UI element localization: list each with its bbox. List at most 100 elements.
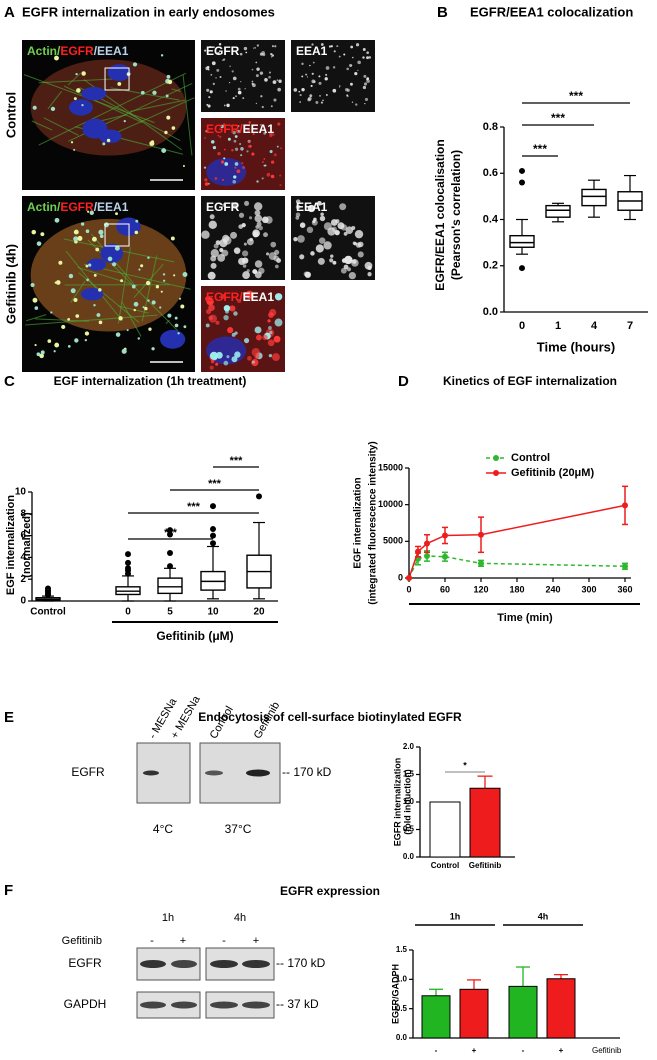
chart-title: EGF internalization (1h treatment)	[54, 374, 247, 388]
y-axis-label: (fold induction)	[402, 769, 412, 834]
puncta	[247, 355, 252, 361]
vesicle	[67, 318, 71, 321]
puncta	[222, 123, 226, 126]
puncta	[295, 204, 301, 210]
x-tick-label: +	[472, 1046, 477, 1055]
significance-label: ***	[230, 455, 244, 467]
puncta	[270, 160, 275, 164]
y-tick-label: 10000	[378, 499, 403, 509]
puncta	[263, 158, 266, 160]
row-label: Control	[3, 92, 18, 138]
puncta	[214, 177, 218, 180]
puncta	[241, 162, 244, 165]
puncta	[318, 75, 321, 78]
channel-label: EGFR	[206, 44, 240, 58]
puncta	[209, 90, 213, 94]
vesicle	[155, 285, 160, 289]
vesicle	[165, 94, 169, 98]
sign-label: +	[180, 935, 186, 947]
puncta	[245, 290, 254, 299]
y-axis-label: (Pearson's correlation)	[449, 150, 463, 280]
puncta	[254, 354, 260, 360]
fiber	[129, 99, 186, 113]
puncta	[317, 257, 325, 265]
puncta	[244, 200, 250, 206]
vesicle	[61, 324, 66, 330]
vesicle	[164, 130, 168, 135]
puncta	[276, 79, 279, 81]
puncta	[231, 202, 239, 209]
box	[509, 234, 535, 248]
y-tick-label: 0	[20, 596, 26, 607]
puncta	[205, 66, 210, 71]
sign-label: -	[150, 935, 154, 947]
puncta	[229, 125, 232, 128]
puncta	[364, 261, 373, 270]
puncta	[232, 76, 237, 81]
puncta	[242, 250, 249, 257]
puncta	[295, 212, 301, 218]
bar	[546, 978, 576, 1039]
vesicle	[81, 71, 86, 76]
puncta	[274, 318, 283, 327]
merge-part: EGFR/	[206, 290, 243, 304]
bar	[421, 995, 451, 1039]
x-tick-label: Control	[30, 607, 66, 618]
micrograph	[291, 40, 375, 112]
vesicle	[111, 262, 117, 267]
vesicle	[138, 268, 141, 271]
vesicle	[73, 236, 79, 242]
vesicle	[93, 273, 97, 277]
puncta	[253, 47, 255, 49]
vesicle	[50, 106, 56, 112]
puncta	[332, 260, 337, 265]
chart-title: EGFR/EEA1 colocalization	[470, 4, 633, 19]
vesicle	[145, 280, 151, 286]
puncta	[340, 267, 347, 274]
panel-label: B	[437, 4, 448, 21]
x-axis-label: Gefitinib (μM)	[156, 629, 233, 643]
puncta	[215, 240, 221, 245]
puncta	[222, 203, 226, 207]
vesicle	[174, 323, 179, 328]
vesicle	[85, 229, 90, 234]
vesicle	[115, 332, 121, 337]
marker-label: -- 37 kD	[276, 997, 319, 1011]
puncta	[317, 200, 322, 206]
puncta	[251, 80, 254, 83]
channel-label: EEA1	[296, 44, 328, 58]
puncta	[227, 327, 234, 334]
puncta	[204, 137, 206, 139]
point	[478, 560, 484, 567]
vesicle	[121, 348, 127, 354]
panel-label: A	[4, 4, 15, 21]
puncta	[217, 51, 220, 55]
overlay-part: /EEA1	[94, 200, 129, 214]
vesicle	[147, 299, 150, 302]
x-tick-label: 120	[473, 584, 488, 594]
vesicle	[151, 300, 156, 305]
overlay-label: Actin/EGFR/EEA1	[27, 44, 129, 58]
puncta	[237, 87, 241, 91]
puncta	[293, 237, 298, 242]
puncta	[242, 97, 245, 100]
puncta	[242, 271, 250, 279]
puncta	[307, 96, 312, 101]
puncta	[357, 251, 364, 258]
overlay-part: EGFR	[60, 44, 94, 58]
vesicle	[81, 103, 84, 107]
vesicle	[88, 263, 92, 267]
puncta	[234, 351, 241, 358]
puncta	[330, 45, 333, 48]
puncta	[311, 72, 314, 75]
puncta	[204, 178, 208, 182]
puncta	[259, 129, 262, 131]
point	[424, 553, 430, 559]
puncta	[238, 257, 246, 266]
outlier	[167, 531, 173, 538]
band	[171, 960, 197, 968]
vesicle	[39, 353, 44, 359]
vesicle	[76, 88, 81, 93]
vesicle	[171, 126, 176, 130]
puncta	[215, 320, 220, 325]
